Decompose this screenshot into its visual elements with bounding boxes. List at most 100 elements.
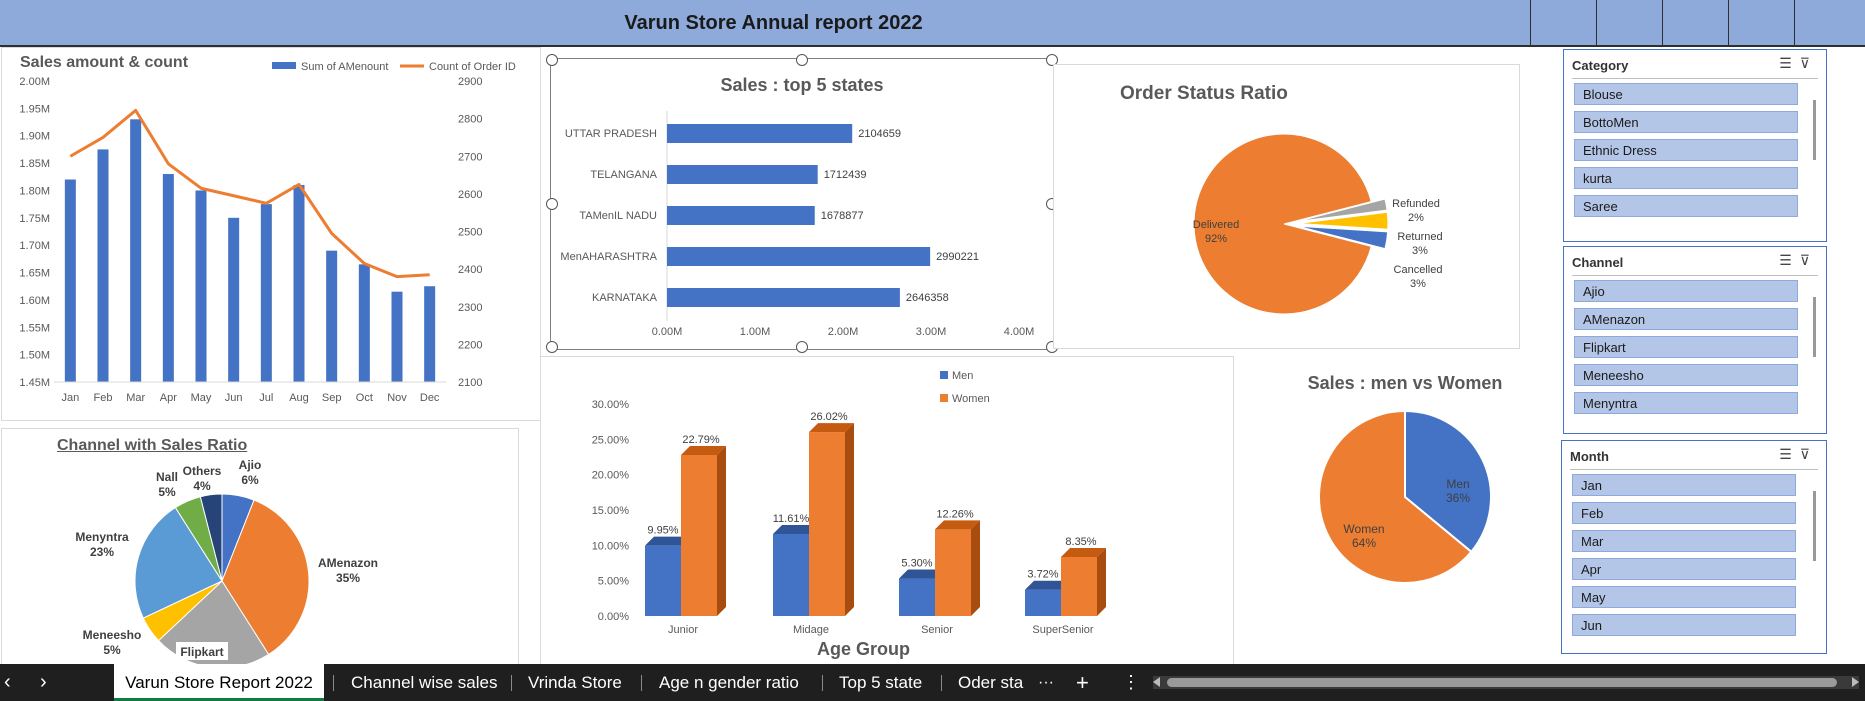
multi-select-icon[interactable]: ☰ bbox=[1779, 446, 1800, 462]
divider bbox=[1570, 469, 1818, 470]
age-group-panel[interactable]: Men Women 30.00% 25.00% 20.00% 15.00% 10.00%… bbox=[540, 356, 1234, 666]
gender-title: Sales : men vs Women bbox=[1307, 373, 1503, 393]
age-group-title: Age Group bbox=[817, 639, 910, 659]
sales-bar bbox=[358, 264, 370, 382]
state-bar bbox=[667, 288, 900, 307]
prev-sheet-button[interactable]: ‹ bbox=[4, 671, 11, 693]
report-title: Varun Store Annual report 2022 bbox=[624, 12, 923, 34]
x-tick-label: May bbox=[191, 392, 212, 404]
resize-handle[interactable] bbox=[546, 341, 558, 353]
slicer-item[interactable]: kurta bbox=[1574, 167, 1798, 189]
grid-line bbox=[1530, 0, 1531, 45]
tab-divider bbox=[333, 675, 334, 691]
y-tick-label: 20.00% bbox=[592, 470, 630, 482]
women-bar bbox=[1061, 556, 1097, 616]
y-tick-label: 30.00% bbox=[592, 399, 630, 411]
women-value-label: 26.02% bbox=[810, 411, 848, 423]
scroll-right-arrow-icon[interactable] bbox=[1852, 677, 1859, 687]
slicer-item[interactable]: Blouse bbox=[1574, 83, 1798, 105]
channel-name: Flipkart bbox=[180, 645, 223, 659]
slicer-scrollbar[interactable] bbox=[1813, 491, 1816, 561]
clear-filter-icon[interactable]: ⊽ bbox=[1799, 55, 1818, 71]
clear-filter-icon[interactable]: ⊽ bbox=[1799, 252, 1818, 268]
legend-men-label: Men bbox=[952, 370, 973, 382]
state-label: TAMenIL NADU bbox=[579, 210, 657, 222]
sheet-menu-button[interactable]: ⋮ bbox=[1122, 672, 1140, 692]
order-status-pct: 2% bbox=[1408, 212, 1424, 224]
state-label: TELANGANA bbox=[590, 169, 657, 181]
women-bar bbox=[681, 454, 717, 616]
channel-slice bbox=[134, 506, 223, 619]
y-left-tick-label: 1.75M bbox=[19, 213, 50, 225]
men-label: Men bbox=[1446, 477, 1469, 491]
more-tabs-button[interactable]: ··· bbox=[1038, 674, 1054, 691]
order-status-panel[interactable]: Order Status Ratio Delivered 92% Refunded 2… bbox=[1053, 64, 1520, 349]
x-tick-label: Apr bbox=[160, 392, 177, 404]
scroll-left-arrow-icon[interactable] bbox=[1153, 677, 1160, 687]
gender-panel[interactable]: Sales : men vs Women Men 36% Women 64% bbox=[1240, 355, 1510, 655]
resize-handle[interactable] bbox=[796, 341, 808, 353]
y-left-tick-label: 1.50M bbox=[19, 350, 50, 362]
slicer-item[interactable]: Flipkart bbox=[1574, 336, 1798, 358]
channel-slicer[interactable]: Channel ☰⊽ Ajio AMenazon Flipkart Meneesho M… bbox=[1563, 246, 1827, 434]
men-bar-top bbox=[899, 569, 944, 579]
resize-handle[interactable] bbox=[546, 54, 558, 66]
resize-handle[interactable] bbox=[546, 197, 558, 210]
channel-ratio-panel[interactable]: Channel with Sales Ratio Ajio 6% AMenazon 3… bbox=[1, 428, 519, 666]
tab-varun-store-report[interactable]: Varun Store Report 2022 bbox=[114, 664, 324, 701]
gender-slice bbox=[1404, 409, 1492, 554]
tab-top5-state[interactable]: Top 5 state bbox=[839, 673, 923, 692]
sales-chart-title: Sales amount & count bbox=[20, 54, 189, 71]
order-status-name: Delivered bbox=[1193, 219, 1239, 231]
x-tick-label: Oct bbox=[356, 392, 373, 404]
order-count-line bbox=[69, 108, 430, 279]
tab-channel-wise-sales[interactable]: Channel wise sales bbox=[351, 673, 498, 692]
order-status-slice bbox=[1297, 198, 1388, 222]
sales-bar bbox=[391, 291, 403, 382]
slicer-item[interactable]: Ethnic Dress bbox=[1574, 139, 1798, 161]
slicer-scrollbar[interactable] bbox=[1813, 297, 1816, 357]
slicer-item[interactable]: Meneesho bbox=[1574, 364, 1798, 386]
horizontal-scrollbar[interactable] bbox=[1153, 676, 1859, 689]
next-sheet-button[interactable]: › bbox=[40, 671, 47, 693]
add-sheet-button[interactable]: + bbox=[1076, 670, 1089, 695]
slicer-item[interactable]: Saree bbox=[1574, 195, 1798, 217]
tab-age-gender-ratio[interactable]: Age n gender ratio bbox=[659, 673, 799, 692]
multi-select-icon[interactable]: ☰ bbox=[1779, 55, 1800, 71]
sales-bar bbox=[195, 190, 207, 382]
resize-handle[interactable] bbox=[796, 54, 808, 66]
slicer-item[interactable]: Jun bbox=[1572, 614, 1796, 636]
slicer-item[interactable]: May bbox=[1572, 586, 1796, 608]
grid-line bbox=[1728, 0, 1729, 45]
slicer-item[interactable]: Mar bbox=[1572, 530, 1796, 552]
y-left-tick-label: 1.65M bbox=[19, 268, 50, 280]
slicer-item[interactable]: Apr bbox=[1572, 558, 1796, 580]
multi-select-icon[interactable]: ☰ bbox=[1779, 252, 1800, 268]
sales-combo-panel[interactable]: Sales amount & count Sum of AMenount Cou… bbox=[1, 47, 541, 421]
slicer-item[interactable]: Ajio bbox=[1574, 280, 1798, 302]
x-tick-label: Jun bbox=[225, 392, 243, 404]
resize-handle[interactable] bbox=[1046, 54, 1058, 66]
clear-filter-icon[interactable]: ⊽ bbox=[1799, 446, 1818, 462]
scrollbar-thumb[interactable] bbox=[1167, 678, 1837, 687]
slicer-toolbar: ☰⊽ bbox=[1779, 252, 1818, 269]
state-value-label: 2104659 bbox=[858, 128, 901, 140]
grid-line bbox=[1662, 0, 1663, 45]
slicer-item[interactable]: BottoMen bbox=[1574, 111, 1798, 133]
women-bar-side bbox=[971, 520, 980, 616]
tab-order-status[interactable]: Oder sta bbox=[958, 673, 1024, 692]
tab-vrinda-store[interactable]: Vrinda Store bbox=[528, 673, 622, 692]
age-group-chart: Men Women 30.00% 25.00% 20.00% 15.00% 10.00%… bbox=[592, 370, 1106, 636]
y-tick-label: 25.00% bbox=[592, 434, 630, 446]
slicer-item[interactable]: Feb bbox=[1572, 502, 1796, 524]
slicer-item[interactable]: AMenazon bbox=[1574, 308, 1798, 330]
order-status-pie: Delivered 92% Refunded 2% Returned 3% Cancelle… bbox=[1193, 133, 1443, 315]
category-slicer[interactable]: Category ☰⊽ Blouse BottoMen Ethnic Dress ku… bbox=[1563, 49, 1827, 242]
slicer-scrollbar[interactable] bbox=[1813, 100, 1816, 160]
y-right-tick-label: 2300 bbox=[458, 302, 482, 314]
month-slicer[interactable]: Month ☰⊽ Jan Feb Mar Apr May Jun bbox=[1561, 440, 1827, 654]
slicer-item[interactable]: Jan bbox=[1572, 474, 1796, 496]
slicer-item[interactable]: Menyntra bbox=[1574, 392, 1798, 414]
divider bbox=[1572, 275, 1818, 276]
top5-states-panel[interactable]: Sales : top 5 states UTTAR PRADESH 210465… bbox=[550, 58, 1054, 350]
